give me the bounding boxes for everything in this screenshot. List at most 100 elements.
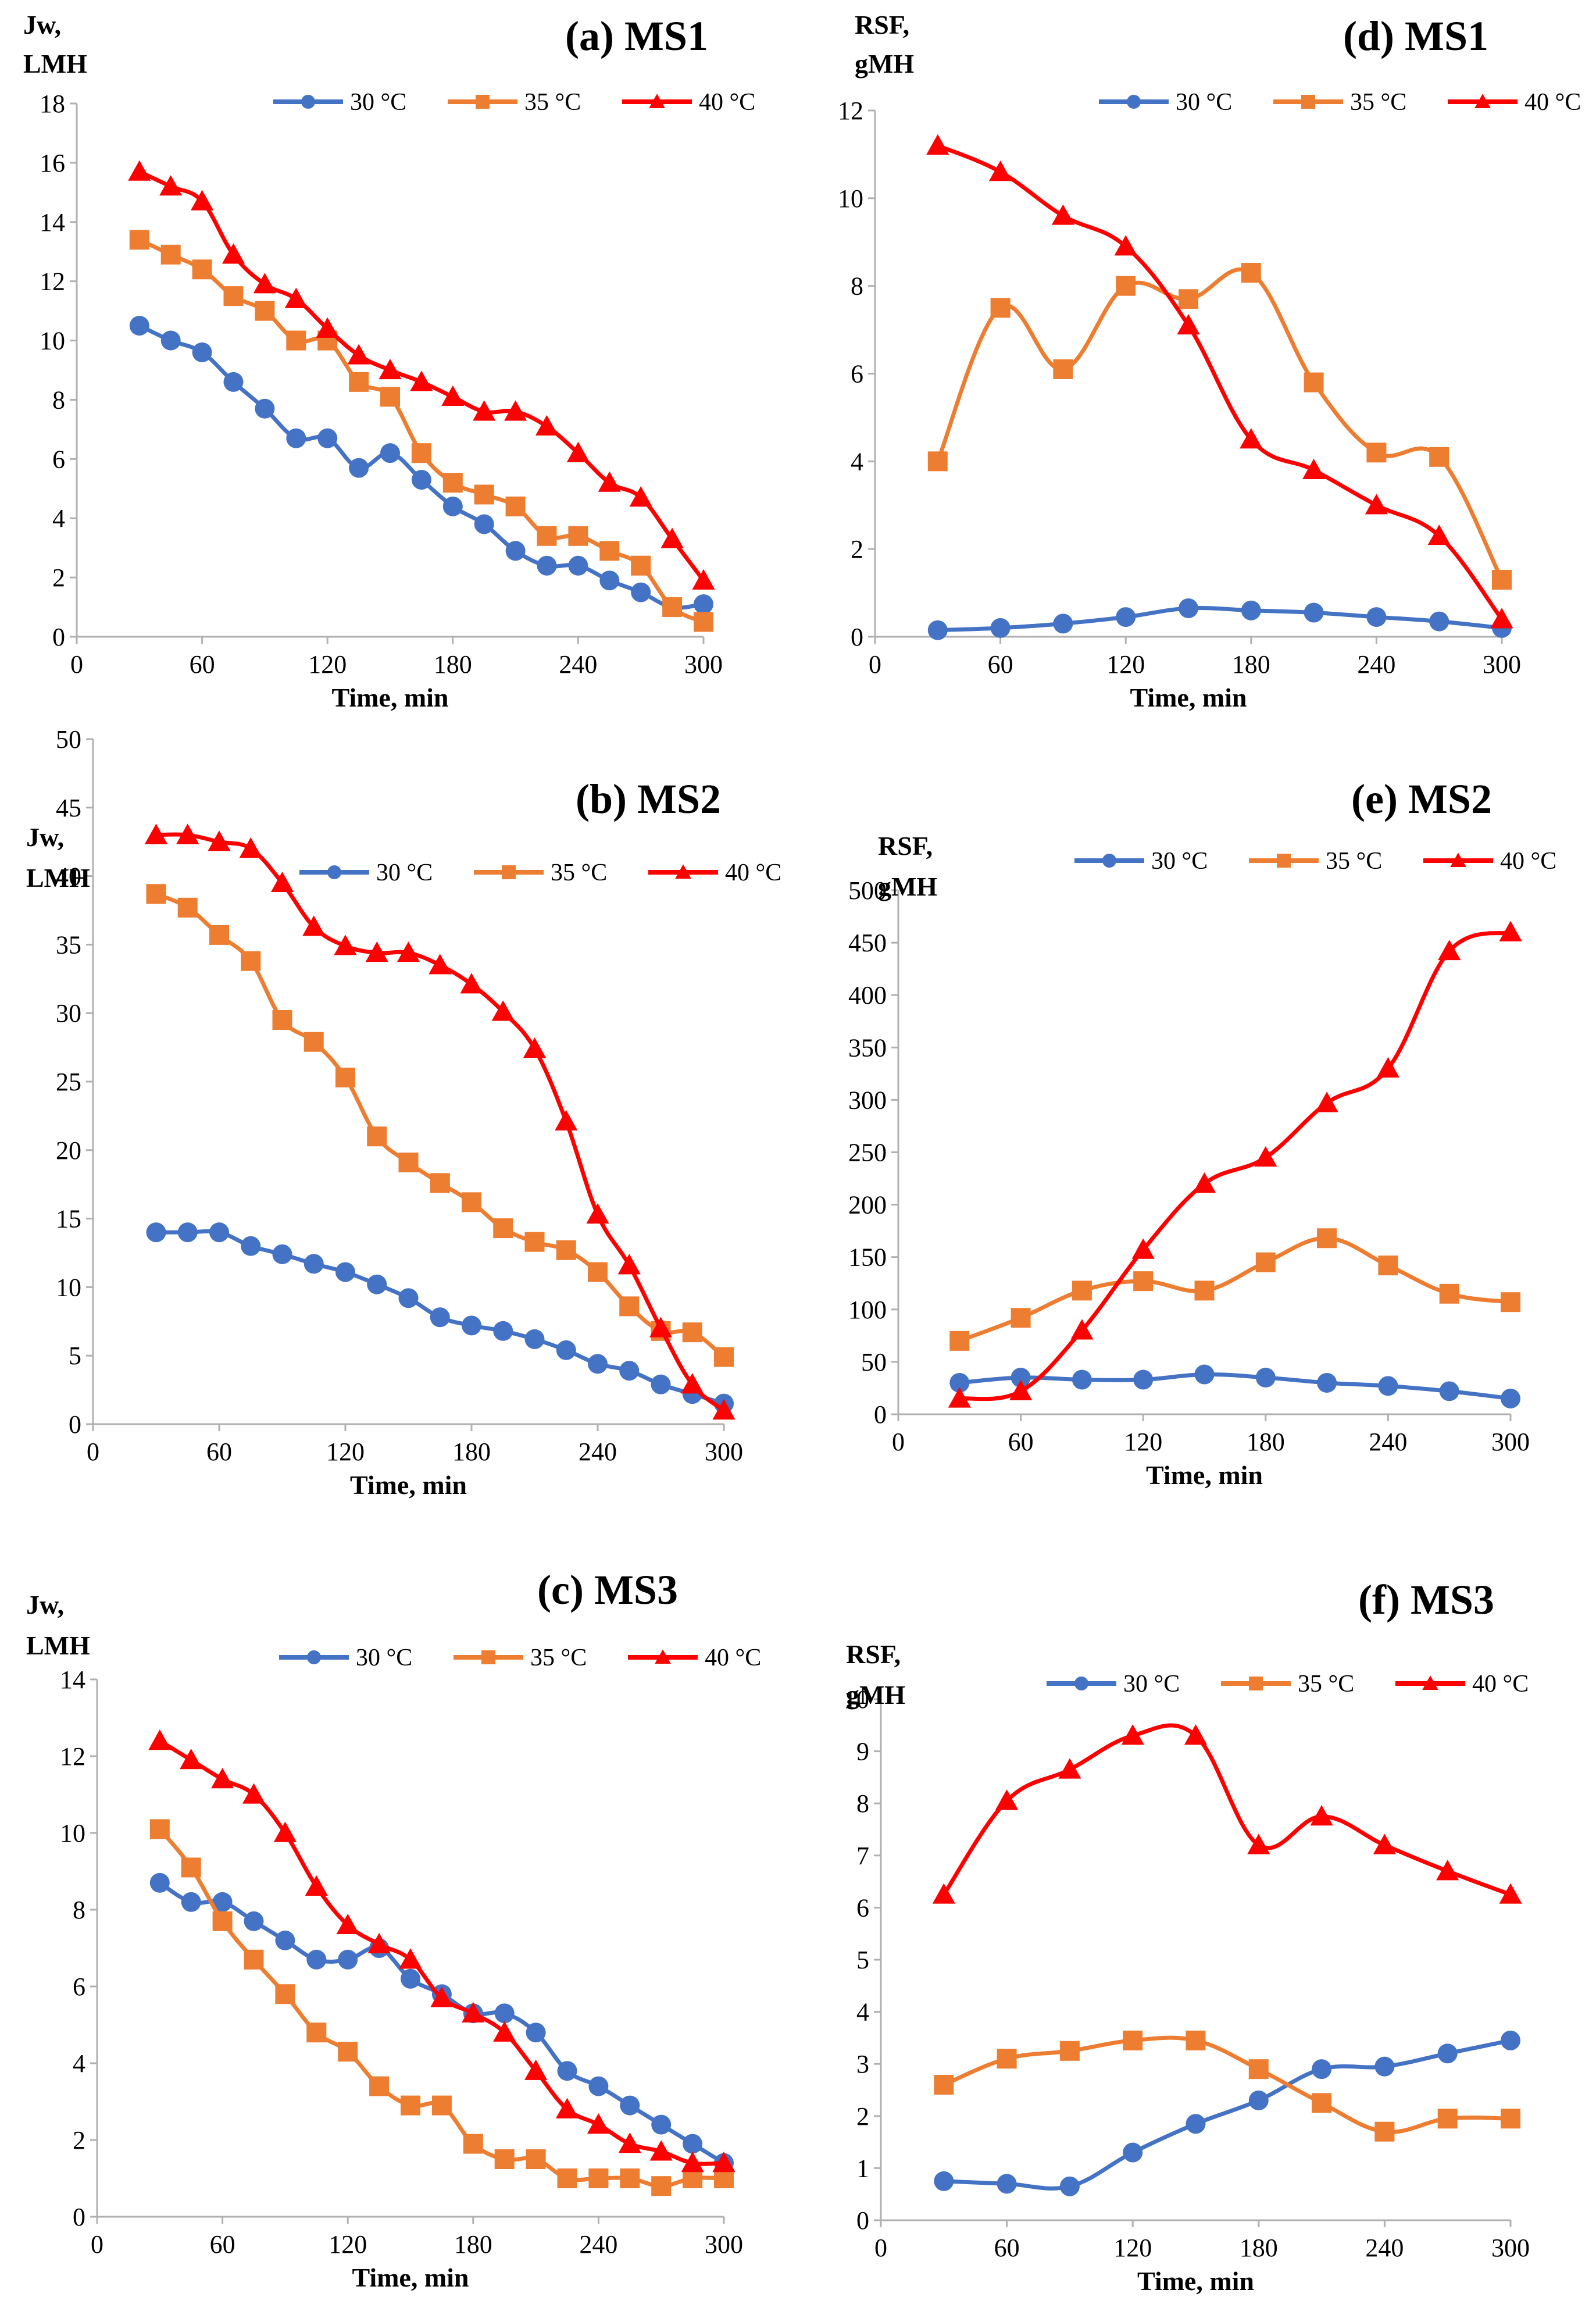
data-point: [926, 134, 949, 155]
data-point: [275, 1930, 295, 1950]
data-point: [1317, 1372, 1337, 1393]
data-point: [212, 1892, 233, 1912]
data-point: [1490, 608, 1513, 629]
data-point: [239, 837, 262, 858]
y-tick-label: 50: [861, 1348, 887, 1376]
data-point: [222, 243, 245, 264]
data-point: [566, 441, 590, 462]
data-point: [1186, 2030, 1206, 2050]
data-point: [430, 1986, 454, 2007]
x-tick-label: 300: [1483, 650, 1521, 679]
data-point: [129, 230, 149, 250]
data-point: [505, 496, 526, 516]
data-point: [1070, 1319, 1094, 1340]
data-point: [401, 2095, 420, 2116]
data-point: [429, 954, 452, 975]
legend-marker: [675, 864, 691, 879]
data-point: [272, 1010, 292, 1030]
x-axis-title: Time, min: [331, 683, 448, 712]
legend-entry: 40 °C: [1423, 848, 1556, 875]
series-40c: [926, 134, 1513, 629]
data-point: [619, 1296, 640, 1317]
data-point: [568, 555, 588, 576]
data-point: [335, 1067, 355, 1087]
data-point: [1302, 458, 1326, 480]
legend-entry: 35 °C: [1249, 848, 1382, 875]
series-line: [138, 323, 704, 610]
data-point: [555, 2098, 579, 2118]
data-point: [398, 1288, 419, 1308]
series-35c: [129, 230, 713, 632]
data-point: [273, 1821, 297, 1842]
data-point: [491, 1000, 515, 1021]
y-tick-label: 0: [856, 2206, 869, 2235]
legend-label: 35 °C: [1298, 1671, 1354, 1697]
chart-e: 0 50 100 150 200 250 300 350 400 450 500 0 60 120 180 2…: [848, 776, 1556, 1490]
legend-label: 35 °C: [1326, 848, 1382, 875]
data-point: [620, 2095, 640, 2116]
data-point: [1501, 1292, 1520, 1312]
data-point: [192, 259, 212, 280]
data-point: [1121, 1724, 1144, 1745]
data-point: [181, 1857, 201, 1878]
data-point: [1131, 1238, 1155, 1259]
legend-entry: 35 °C: [1221, 1671, 1354, 1697]
series-30c: [149, 1872, 734, 2173]
legend-entry: 40 °C: [1448, 89, 1581, 116]
data-point: [523, 1037, 547, 1058]
chart-b: 0 5 10 15 20 25 30 35 40 45 50 0 60 120 180 240 300 (b) M…: [26, 725, 781, 1500]
y-tick-label: 250: [848, 1139, 887, 1167]
x-tick-label: 300: [1491, 2234, 1530, 2262]
legend-entry: 40 °C: [648, 859, 781, 886]
y-tick-label: 100: [848, 1296, 887, 1324]
data-point: [1437, 2109, 1458, 2129]
data-point: [493, 1321, 513, 1341]
data-point: [651, 2114, 672, 2135]
data-point: [349, 458, 369, 478]
data-point: [1179, 289, 1198, 309]
data-point: [989, 160, 1012, 181]
x-tick-label: 120: [1106, 650, 1145, 679]
x-tick-label: 120: [329, 2230, 367, 2259]
data-point: [209, 1222, 229, 1243]
legend-entry: 30 °C: [279, 1645, 412, 1671]
y-axis-title: Jw,: [23, 10, 61, 40]
data-point: [990, 618, 1011, 638]
data-point: [149, 1872, 170, 1893]
y-tick-label: 10: [40, 327, 65, 355]
data-point: [505, 541, 526, 561]
x-tick-label: 0: [874, 2234, 887, 2262]
data-point: [442, 473, 463, 493]
y-axis-title: gMH: [855, 49, 914, 79]
y-tick-label: 30: [56, 999, 81, 1028]
data-point: [474, 484, 494, 505]
data-point: [367, 1126, 387, 1147]
data-point: [367, 1274, 387, 1294]
data-point: [1072, 1369, 1092, 1390]
data-point: [1312, 2093, 1332, 2113]
x-tick-label: 0: [70, 650, 83, 679]
y-tick-label: 150: [848, 1243, 887, 1272]
data-point: [631, 555, 651, 576]
data-point: [430, 1173, 450, 1193]
x-tick-label: 180: [1240, 2234, 1278, 2262]
data-point: [556, 1340, 576, 1360]
legend-label: 40 °C: [1524, 89, 1581, 116]
series-line: [959, 930, 1512, 1401]
data-point: [379, 358, 402, 380]
data-point: [255, 301, 275, 321]
legend-entry: 40 °C: [1395, 1671, 1529, 1697]
data-point: [441, 385, 465, 406]
data-point: [1011, 1367, 1031, 1388]
data-point: [474, 514, 494, 534]
series-line: [959, 1372, 1511, 1401]
data-point: [586, 1203, 609, 1224]
data-point: [1376, 1057, 1399, 1078]
y-axis-title: gMH: [846, 1680, 905, 1710]
x-tick-label: 60: [210, 2230, 235, 2259]
x-axis-title: Time, min: [1130, 683, 1247, 712]
x-tick-label: 60: [994, 2234, 1020, 2262]
legend-marker: [1450, 853, 1466, 868]
series-30c: [927, 598, 1512, 640]
